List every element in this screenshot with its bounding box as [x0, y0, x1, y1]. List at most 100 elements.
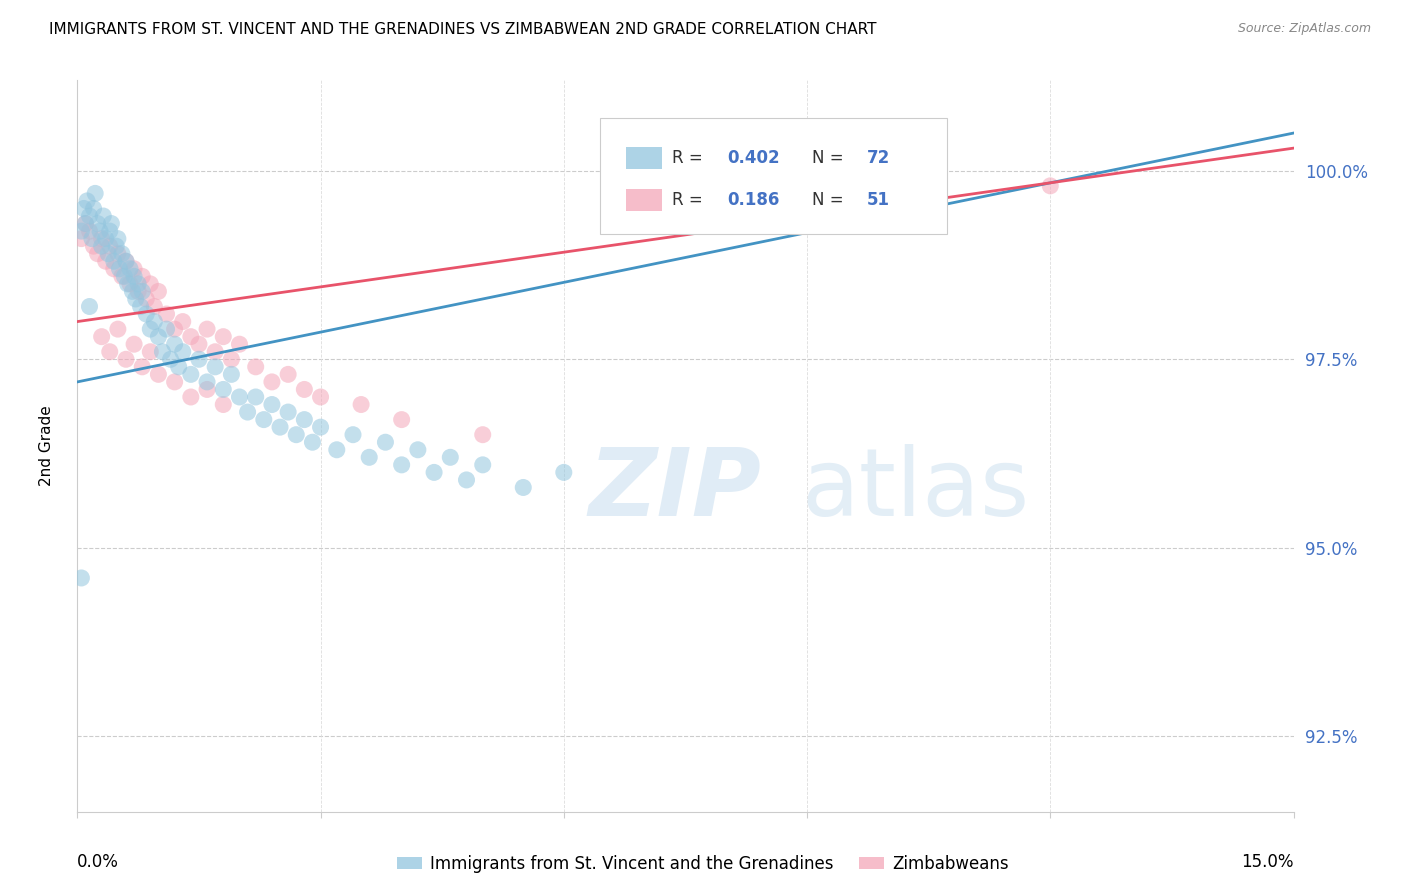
Text: R =: R = — [672, 191, 709, 209]
Point — [391, 458, 413, 472]
Point — [75, 217, 97, 231]
Point — [103, 254, 125, 268]
Point — [512, 480, 534, 494]
Point — [79, 300, 101, 314]
Point — [309, 390, 332, 404]
Point — [359, 450, 381, 465]
Point — [212, 398, 235, 412]
Point — [135, 307, 157, 321]
Point — [309, 420, 332, 434]
Text: Source: ZipAtlas.com: Source: ZipAtlas.com — [1237, 22, 1371, 36]
Point — [131, 359, 153, 374]
Point — [292, 412, 315, 426]
Point — [553, 466, 575, 480]
Point — [70, 232, 93, 246]
Point — [115, 352, 138, 367]
Point — [180, 368, 202, 382]
Point — [115, 254, 138, 268]
Point — [91, 209, 114, 223]
Point — [118, 261, 141, 276]
Point — [135, 292, 157, 306]
Point — [195, 375, 218, 389]
Point — [180, 329, 202, 343]
Point — [80, 232, 103, 246]
Text: N =: N = — [811, 149, 849, 167]
Point — [98, 344, 121, 359]
Point — [79, 209, 101, 223]
Point — [105, 239, 128, 253]
Point — [221, 368, 243, 382]
Point — [326, 442, 349, 457]
Point — [172, 315, 194, 329]
Point — [100, 217, 122, 231]
Point — [117, 277, 139, 291]
Text: ZIP: ZIP — [588, 444, 761, 536]
Point — [122, 337, 145, 351]
Point — [75, 217, 97, 231]
Point — [98, 224, 121, 238]
Point — [350, 398, 373, 412]
Point — [260, 375, 283, 389]
Point — [83, 239, 105, 253]
Point — [188, 352, 211, 367]
Point — [129, 300, 152, 314]
Point — [159, 352, 181, 367]
Point — [148, 285, 170, 299]
FancyBboxPatch shape — [626, 189, 662, 211]
Point — [163, 375, 186, 389]
Point — [139, 344, 162, 359]
Text: 0.0%: 0.0% — [77, 853, 120, 871]
Point — [195, 383, 218, 397]
Legend: Immigrants from St. Vincent and the Grenadines, Zimbabweans: Immigrants from St. Vincent and the Gren… — [391, 848, 1015, 880]
Text: 15.0%: 15.0% — [1241, 853, 1294, 871]
Point — [180, 390, 202, 404]
Point — [439, 450, 461, 465]
Point — [115, 254, 138, 268]
Point — [277, 368, 299, 382]
Point — [70, 571, 93, 585]
Point — [83, 202, 105, 216]
Point — [131, 269, 153, 284]
Point — [245, 390, 267, 404]
Point — [111, 246, 134, 260]
Point — [122, 269, 145, 284]
FancyBboxPatch shape — [626, 146, 662, 169]
Point — [245, 359, 267, 374]
Point — [90, 232, 112, 246]
Point — [103, 261, 125, 276]
Point — [195, 322, 218, 336]
Point — [125, 292, 148, 306]
Point — [122, 261, 145, 276]
Point — [423, 466, 446, 480]
Point — [391, 412, 413, 426]
Point — [107, 232, 129, 246]
Point — [127, 285, 149, 299]
Text: N =: N = — [811, 191, 849, 209]
Point — [90, 239, 112, 253]
FancyBboxPatch shape — [600, 119, 946, 234]
Point — [94, 254, 117, 268]
Point — [73, 202, 96, 216]
Point — [152, 344, 174, 359]
Text: 2nd Grade: 2nd Grade — [39, 406, 55, 486]
Point — [406, 442, 429, 457]
Point — [260, 398, 283, 412]
Point — [163, 337, 186, 351]
Point — [127, 277, 149, 291]
Point — [121, 285, 143, 299]
Point — [118, 277, 141, 291]
Point — [79, 224, 101, 238]
Point — [70, 224, 93, 238]
Point — [76, 194, 98, 208]
Point — [342, 427, 364, 442]
Point — [285, 427, 308, 442]
Point — [212, 383, 235, 397]
Text: atlas: atlas — [801, 444, 1029, 536]
Point — [374, 435, 396, 450]
Point — [107, 322, 129, 336]
Point — [143, 300, 166, 314]
Point — [139, 277, 162, 291]
Point — [107, 246, 129, 260]
Point — [228, 337, 250, 351]
Point — [94, 232, 117, 246]
